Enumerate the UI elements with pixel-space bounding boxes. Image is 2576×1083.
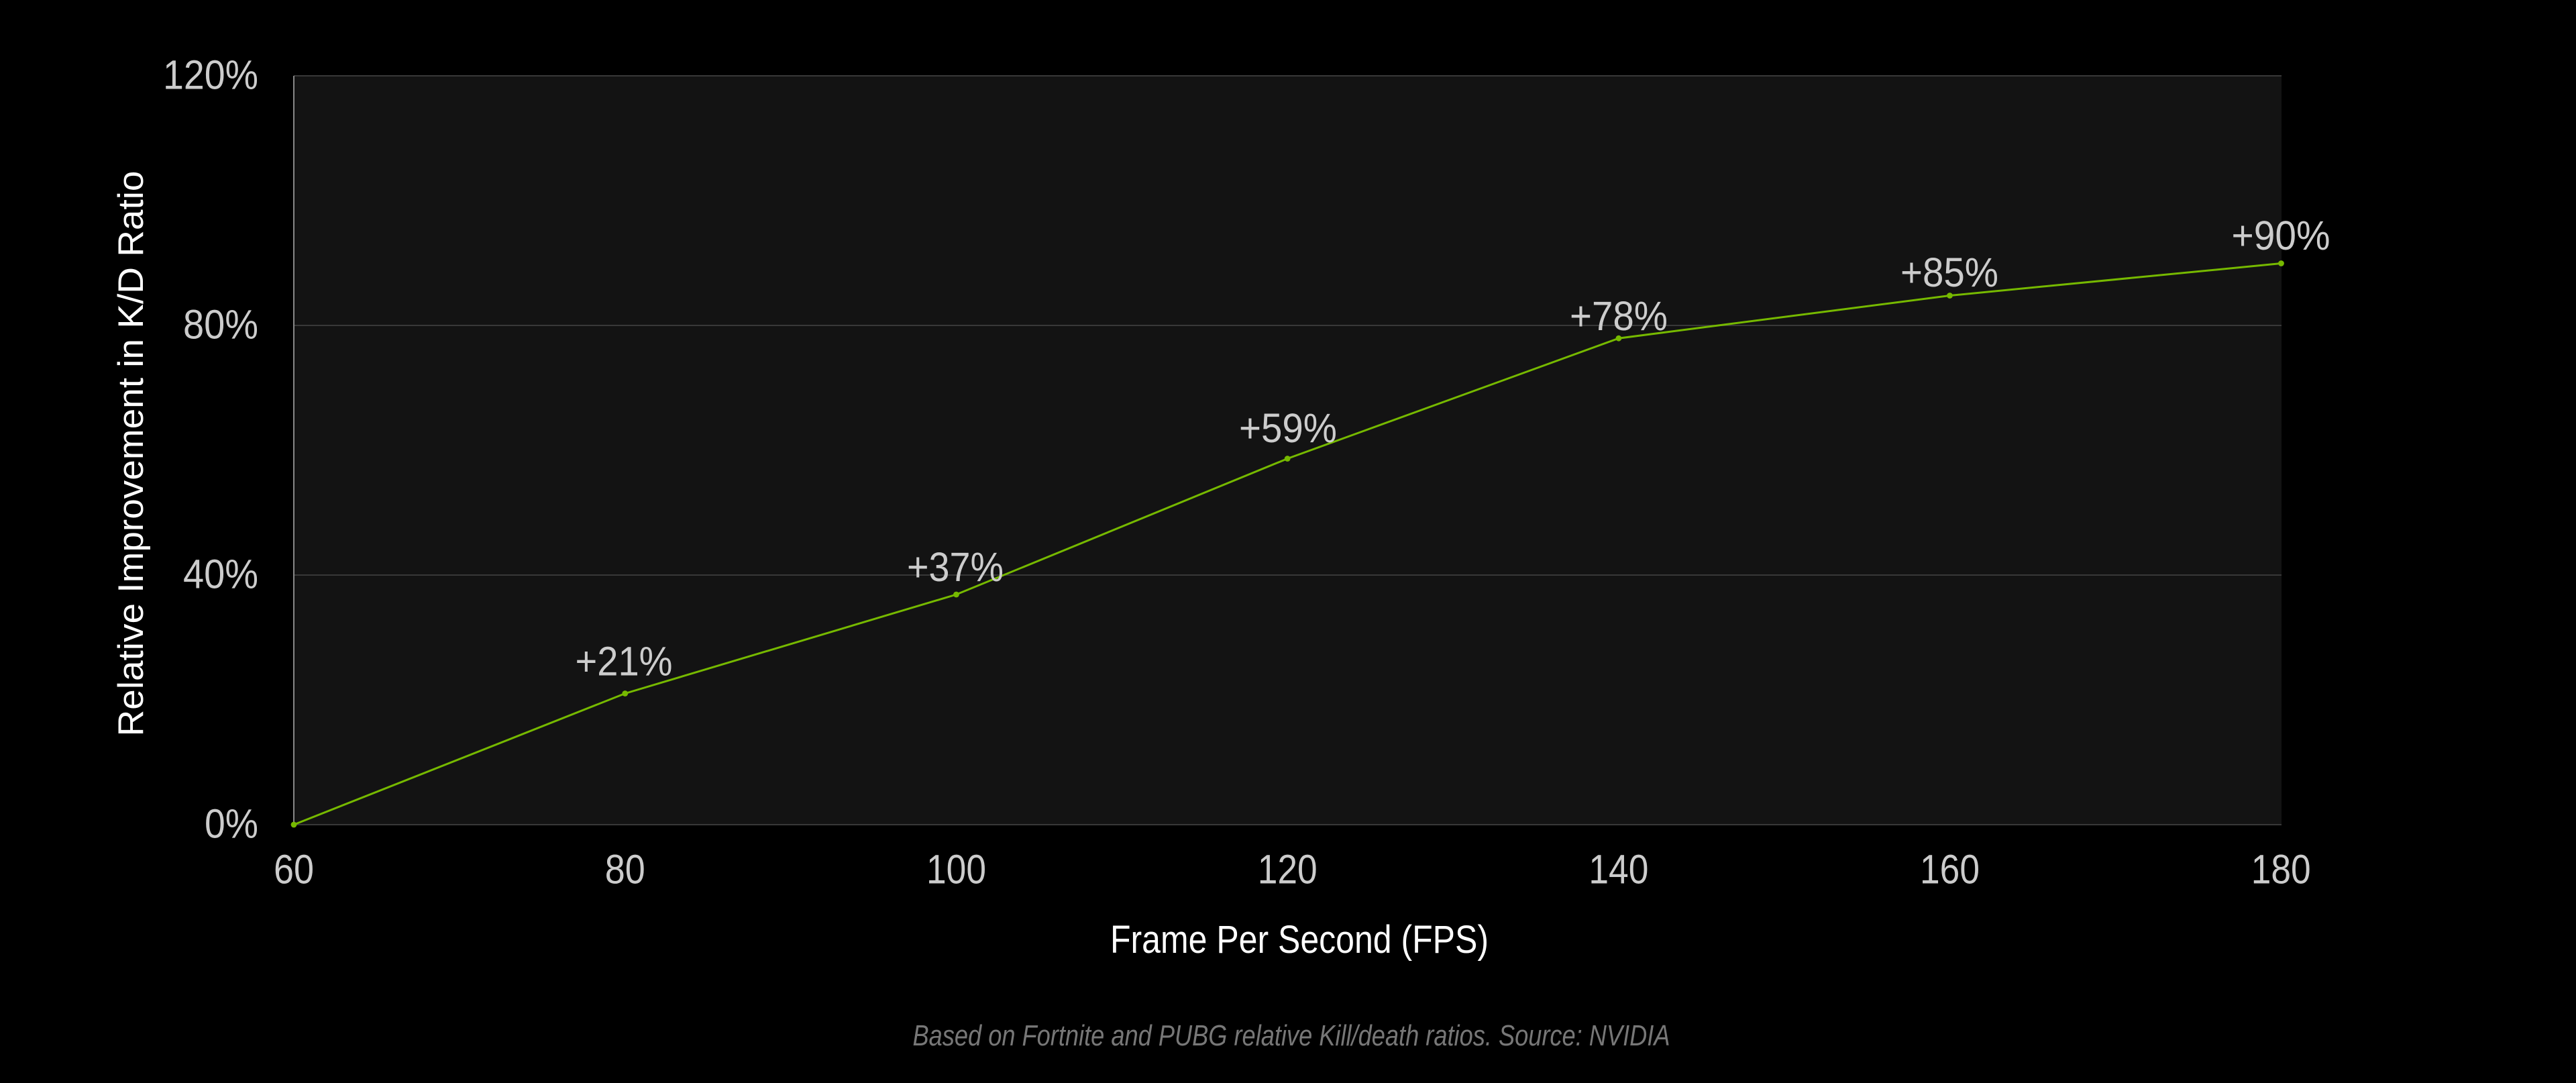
svg-text:80%: 80% <box>183 302 258 348</box>
svg-text:140: 140 <box>1589 847 1648 892</box>
svg-text:80: 80 <box>605 847 645 892</box>
svg-text:120: 120 <box>1258 847 1318 892</box>
svg-text:0%: 0% <box>205 801 258 847</box>
svg-text:40%: 40% <box>183 552 258 597</box>
svg-text:100: 100 <box>926 847 986 892</box>
svg-text:Frame Per Second (FPS): Frame Per Second (FPS) <box>1110 918 1489 962</box>
svg-text:+37%: +37% <box>907 544 1004 590</box>
svg-text:Based on Fortnite and PUBG rel: Based on Fortnite and PUBG relative Kill… <box>913 1019 1670 1052</box>
svg-text:Relative Improvement in K/D Ra: Relative Improvement in K/D Ratio <box>111 171 151 737</box>
svg-text:+85%: +85% <box>1900 250 1998 295</box>
svg-text:160: 160 <box>1920 847 1980 892</box>
svg-text:+59%: +59% <box>1239 405 1337 451</box>
svg-text:+78%: +78% <box>1570 293 1668 339</box>
svg-text:60: 60 <box>274 847 314 892</box>
svg-text:180: 180 <box>2251 847 2311 892</box>
svg-text:+90%: +90% <box>2232 213 2330 258</box>
svg-text:+21%: +21% <box>576 639 673 684</box>
svg-text:120%: 120% <box>163 52 258 98</box>
